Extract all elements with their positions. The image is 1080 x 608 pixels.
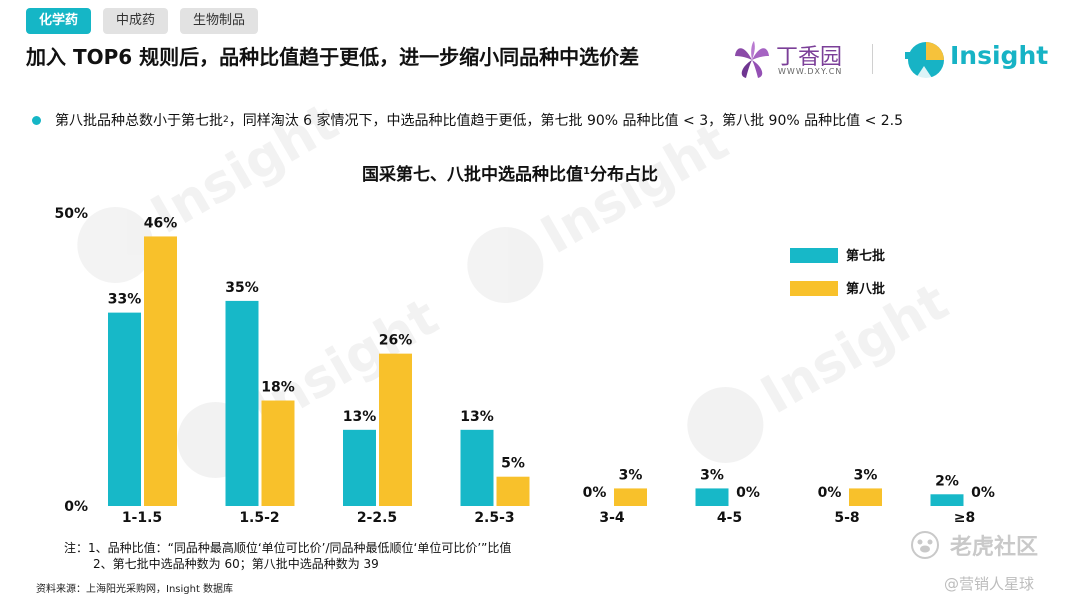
x-tick-label-2: 2-2.5 xyxy=(357,510,397,526)
clove-flower-icon xyxy=(735,41,769,78)
bar-series8-2 xyxy=(379,353,412,506)
corner-watermark-text: 老虎社区 xyxy=(950,535,1039,560)
dxy-name: 丁香园 xyxy=(776,45,843,70)
x-tick-label-7: ≥8 xyxy=(954,510,975,526)
category-tabs: 化学药 中成药 生物制品 xyxy=(26,8,259,34)
x-tick-label-4: 3-4 xyxy=(599,510,625,526)
legend: 第七批 第八批 xyxy=(790,248,885,297)
paw-icon xyxy=(911,531,939,559)
x-tick-label-5: 4-5 xyxy=(717,510,742,526)
legend-label-series8: 第八批 xyxy=(846,281,885,297)
footnotes: 注：1、品种比值：“同品种最高顺位‘单位可比价’/同品种最低顺位‘单位可比价’”… xyxy=(64,540,511,572)
bar-label-series7-6: 0% xyxy=(818,485,842,501)
insight-emblem-icon xyxy=(905,42,944,78)
x-tick-label-1: 1.5-2 xyxy=(239,510,279,526)
corner-watermark: 老虎社区 @营销人星球 xyxy=(906,528,1076,598)
logo-divider xyxy=(872,44,873,74)
bar-series7-7 xyxy=(930,494,964,506)
bar-label-series8-3: 5% xyxy=(501,456,525,472)
bar-label-series8-4: 3% xyxy=(619,467,643,483)
bar-series8-6 xyxy=(849,488,882,506)
x-tick-label-6: 5-8 xyxy=(834,510,859,526)
tab-chemical-drugs[interactable]: 化学药 xyxy=(26,8,92,34)
key-finding-footnote: 2 xyxy=(223,115,229,125)
bar-label-series7-1: 35% xyxy=(225,280,259,296)
bar-series7-2 xyxy=(343,429,376,506)
dxy-logo: 丁香园 WWW.DXY.CN xyxy=(732,38,857,82)
tab-chinese-patent-medicine[interactable]: 中成药 xyxy=(103,8,169,34)
dxy-url: WWW.DXY.CN xyxy=(778,67,843,76)
bar-label-series8-6: 3% xyxy=(854,467,878,483)
bullet-dot-icon xyxy=(32,115,41,125)
x-tick-label-0: 1-1.5 xyxy=(122,510,162,526)
bar-series8-1 xyxy=(261,400,295,506)
bar-series8-4 xyxy=(614,488,647,506)
bar-label-series7-7: 2% xyxy=(935,473,959,489)
chart-title: 国采第七、八批中选品种比值1分布占比 xyxy=(362,164,658,185)
insight-logo: Insight xyxy=(902,38,1052,82)
bar-label-series7-2: 13% xyxy=(343,409,377,425)
bar-label-series8-5: 0% xyxy=(736,485,760,501)
key-finding-text-b: ，同样淘汰 6 家情况下，中选品种比值趋于更低，第七批 90% 品种比值 < 3… xyxy=(228,113,904,129)
bar-series8-3 xyxy=(496,476,530,506)
insight-name: Insight xyxy=(950,41,1049,70)
bar-label-series7-5: 3% xyxy=(700,467,724,483)
chart-title-suffix: 分布占比 xyxy=(590,164,658,185)
bar-label-series7-0: 33% xyxy=(108,292,142,308)
bar-label-series7-3: 13% xyxy=(460,409,494,425)
watermark-emblem xyxy=(687,387,764,463)
bar-series7-0 xyxy=(108,312,141,506)
watermark-emblem xyxy=(77,207,154,283)
watermark-emblem xyxy=(467,227,544,303)
page-title: 加入 TOP6 规则后，品种比值趋于更低，进一步缩小同品种中选价差 xyxy=(26,45,640,69)
chart-title-main: 国采第七、八批中选品种比值 xyxy=(362,164,583,185)
key-finding-text-a: 第八批品种总数小于第七批 xyxy=(55,113,223,129)
watermark-text: Insight xyxy=(531,112,738,266)
bar-label-series8-2: 26% xyxy=(379,333,413,349)
bar-layer: 33% 46% 1-1.5 35% 18% 1.5-2 13% 26% 2-2.5 13% 5% 2.… xyxy=(108,215,995,526)
bar-label-series8-7: 0% xyxy=(971,485,995,501)
watermark-2: Insight xyxy=(687,272,958,463)
bar-series8-0 xyxy=(144,236,177,506)
y-tick-0: 0% xyxy=(64,499,88,515)
bar-series7-5 xyxy=(695,488,729,506)
key-finding: 第八批品种总数小于第七批 2 ，同样淘汰 6 家情况下，中选品种比值趋于更低，第七批… xyxy=(32,110,903,130)
legend-label-series7: 第七批 xyxy=(846,248,885,264)
watermark-1: Insight xyxy=(77,92,348,283)
x-tick-label-3: 2.5-3 xyxy=(474,510,514,526)
bar-label-series8-1: 18% xyxy=(261,380,295,396)
corner-watermark-handle: @营销人星球 xyxy=(944,575,1035,593)
watermark-3: Insight xyxy=(467,112,738,303)
legend-swatch-series7 xyxy=(790,248,838,263)
bar-label-series8-0: 46% xyxy=(144,215,178,231)
bar-label-series7-4: 0% xyxy=(583,485,607,501)
chart-title-footnote: 1 xyxy=(583,166,590,177)
data-source: 资料来源：上海阳光采购网，Insight 数据库 xyxy=(36,584,234,595)
footnote-1: 注：1、品种比值：“同品种最高顺位‘单位可比价’/同品种最低顺位‘单位可比价’”… xyxy=(64,541,512,555)
bar-series7-3 xyxy=(460,429,494,506)
legend-swatch-series8 xyxy=(790,281,838,296)
bar-series7-1 xyxy=(225,300,259,506)
tab-biologics[interactable]: 生物制品 xyxy=(180,8,259,34)
y-tick-50: 50% xyxy=(54,206,88,222)
footnote-2: 2、第七批中选品种数为 60；第八批中选品种数为 39 xyxy=(93,557,379,571)
